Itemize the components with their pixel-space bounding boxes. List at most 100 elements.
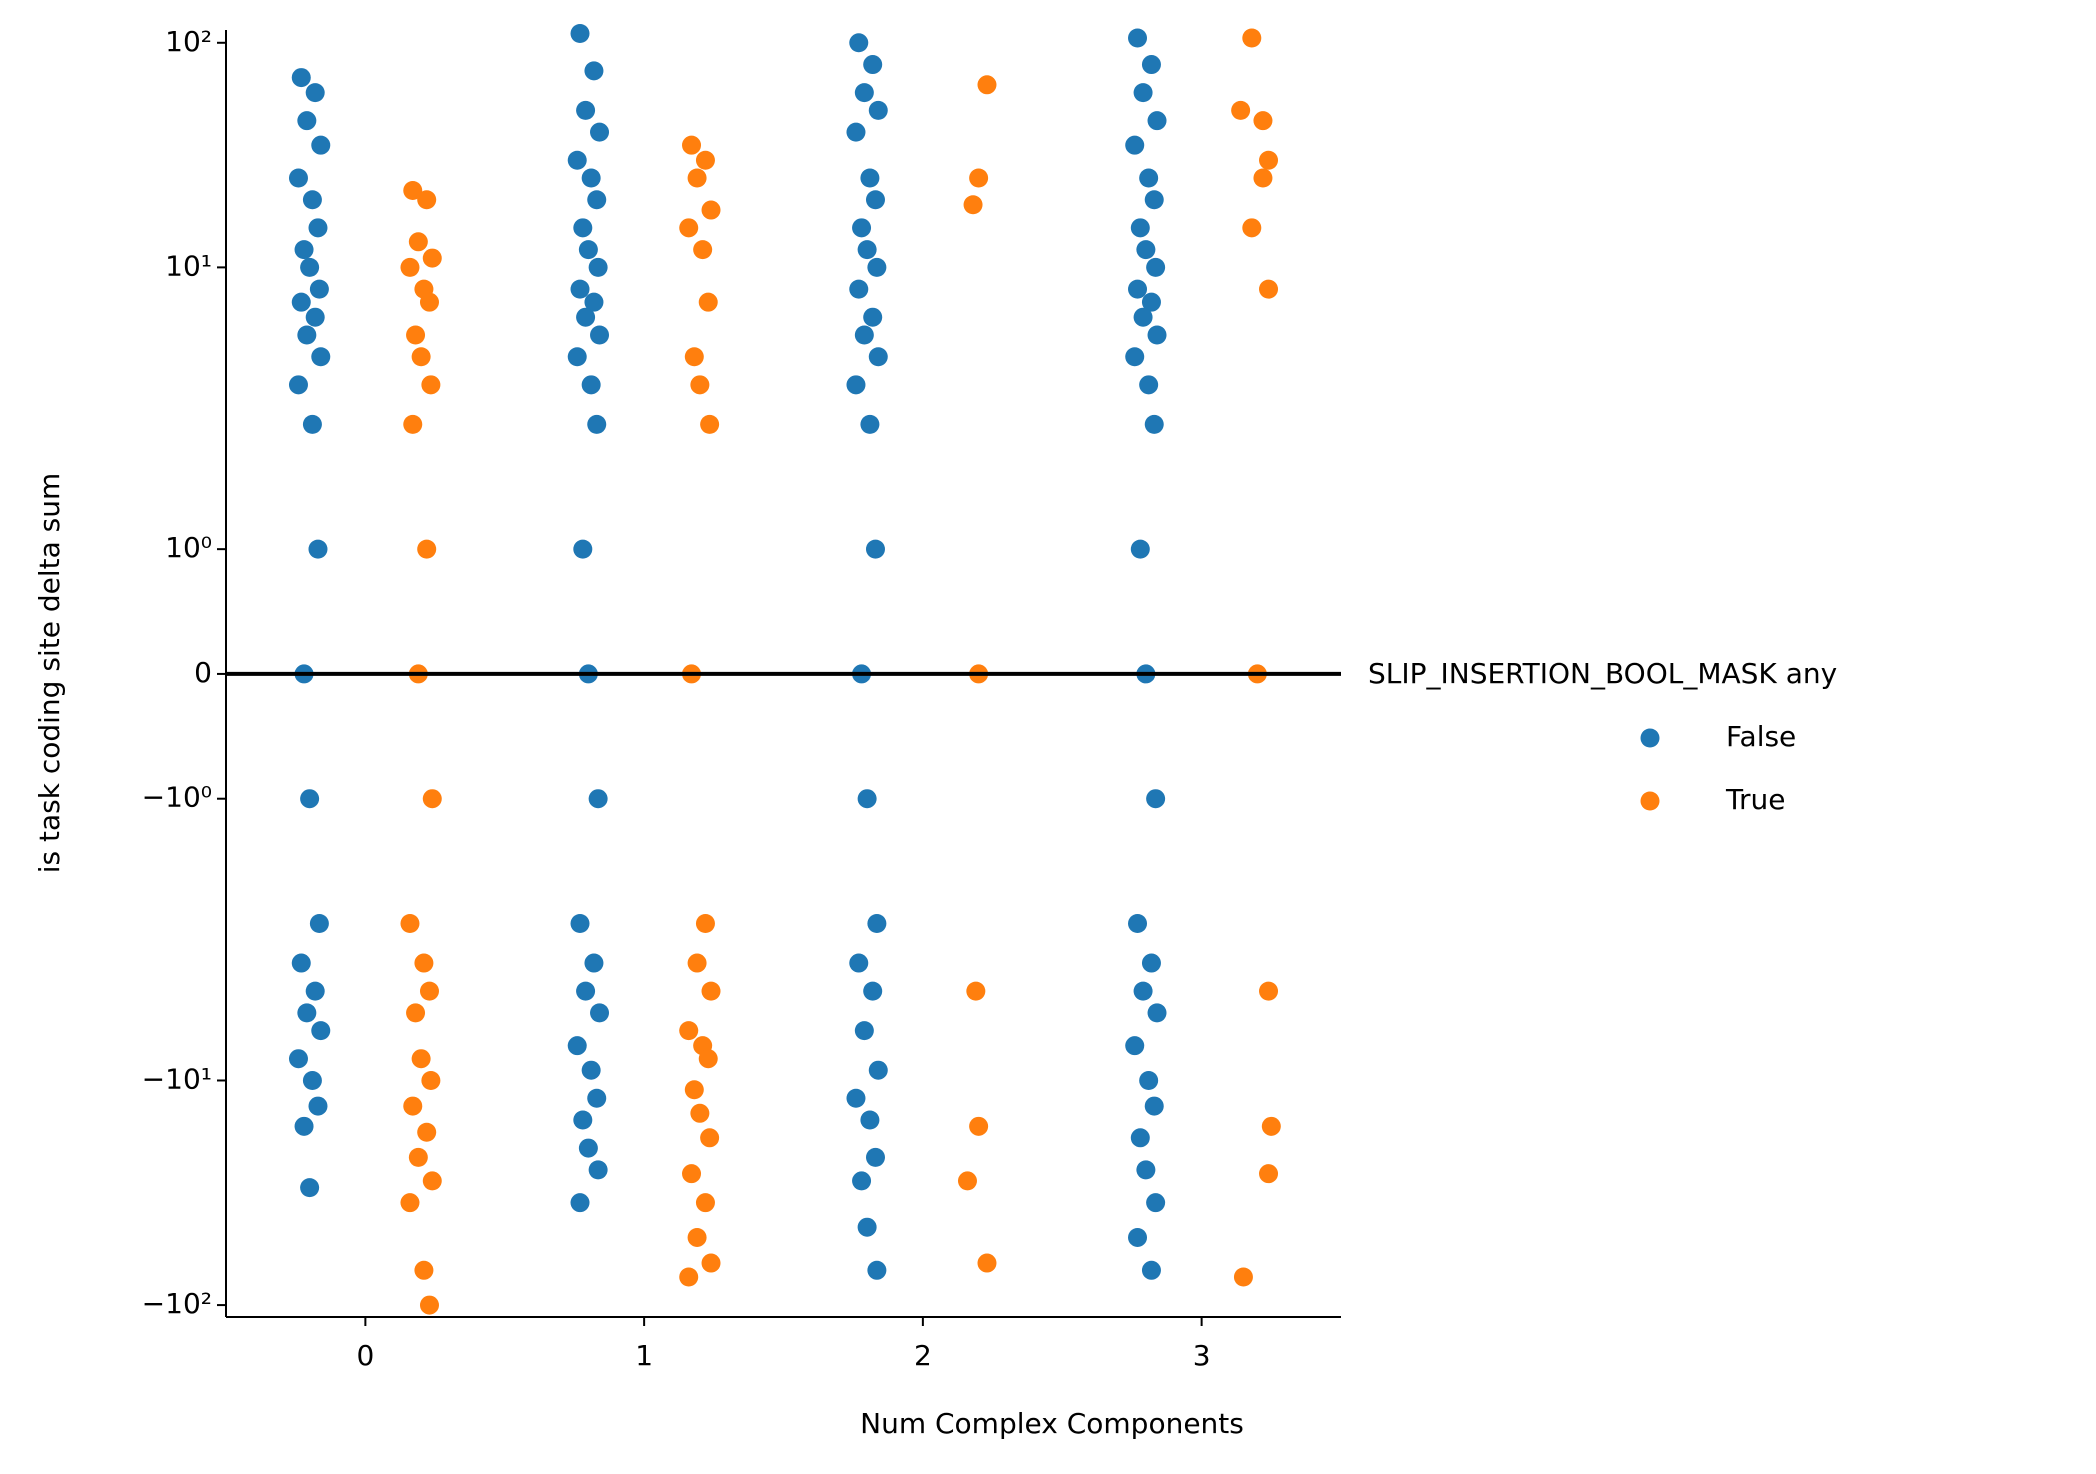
- point: [573, 539, 593, 559]
- point: [963, 195, 983, 215]
- point: [695, 1193, 715, 1213]
- point: [588, 257, 608, 277]
- point: [860, 414, 880, 434]
- point: [1146, 1193, 1166, 1213]
- point: [687, 168, 707, 188]
- y-tick-label: 10¹: [165, 249, 212, 282]
- point: [1133, 981, 1153, 1001]
- y-tick-label: 0: [194, 656, 212, 689]
- point: [679, 218, 699, 238]
- point: [573, 1110, 593, 1130]
- point: [1259, 1164, 1279, 1184]
- point: [587, 190, 607, 210]
- point: [291, 68, 311, 88]
- legend-title: SLIP_INSERTION_BOOL_MASK any: [1368, 657, 1837, 690]
- point: [422, 789, 442, 809]
- point: [854, 83, 874, 103]
- point: [308, 1096, 328, 1116]
- point: [701, 1253, 721, 1273]
- point: [584, 953, 604, 973]
- point: [1242, 218, 1262, 238]
- point: [1253, 111, 1273, 131]
- point: [693, 240, 713, 260]
- x-tick-label: 2: [914, 1339, 932, 1372]
- point: [400, 913, 420, 933]
- point: [406, 325, 426, 345]
- point: [400, 257, 420, 277]
- point: [1130, 1128, 1150, 1148]
- y-tick-label: 10²: [165, 25, 212, 58]
- point: [570, 279, 590, 299]
- point: [411, 1049, 431, 1069]
- point: [408, 1147, 428, 1167]
- point: [969, 168, 989, 188]
- point: [1144, 1096, 1164, 1116]
- point: [1233, 1267, 1253, 1287]
- point: [854, 325, 874, 345]
- point: [867, 913, 887, 933]
- point: [297, 325, 317, 345]
- legend-label: True: [1725, 783, 1785, 816]
- point: [1128, 1227, 1148, 1247]
- point: [682, 135, 702, 155]
- point: [695, 150, 715, 170]
- x-tick-label: 3: [1193, 1339, 1211, 1372]
- point: [698, 292, 718, 312]
- point: [846, 122, 866, 142]
- point: [966, 981, 986, 1001]
- point: [573, 218, 593, 238]
- point: [1141, 953, 1161, 973]
- point: [1147, 1003, 1167, 1023]
- y-axis-label: is task coding site delta sum: [33, 473, 66, 874]
- point: [422, 1171, 442, 1191]
- point: [300, 1178, 320, 1198]
- point: [422, 248, 442, 268]
- point: [852, 1171, 872, 1191]
- point: [1144, 414, 1164, 434]
- point: [578, 1138, 598, 1158]
- point: [311, 135, 331, 155]
- point: [969, 1116, 989, 1136]
- point: [581, 1060, 601, 1080]
- point: [578, 240, 598, 260]
- point: [679, 1267, 699, 1287]
- point: [419, 292, 439, 312]
- point: [687, 953, 707, 973]
- point: [576, 307, 596, 327]
- point: [294, 240, 314, 260]
- point: [302, 1070, 322, 1090]
- y-tick-label: 10⁰: [165, 531, 212, 564]
- point: [570, 1193, 590, 1213]
- point: [1130, 539, 1150, 559]
- point: [1253, 168, 1273, 188]
- y-tick-label: −10⁰: [142, 781, 212, 814]
- point: [1136, 1160, 1156, 1180]
- point: [1125, 1036, 1145, 1056]
- point: [417, 1122, 437, 1142]
- legend-label: False: [1726, 720, 1796, 753]
- point: [417, 539, 437, 559]
- point: [288, 375, 308, 395]
- point: [863, 55, 883, 75]
- point: [288, 1049, 308, 1069]
- point: [1128, 913, 1148, 933]
- point: [701, 981, 721, 1001]
- x-tick-label: 0: [356, 1339, 374, 1372]
- point: [403, 1096, 423, 1116]
- point: [567, 1036, 587, 1056]
- point: [977, 75, 997, 95]
- point: [309, 279, 329, 299]
- x-axis-label: Num Complex Components: [860, 1407, 1244, 1440]
- point: [311, 347, 331, 367]
- point: [1139, 1070, 1159, 1090]
- y-tick-label: −10²: [142, 1287, 212, 1320]
- point: [311, 1021, 331, 1041]
- point: [682, 1164, 702, 1184]
- point: [590, 122, 610, 142]
- point: [570, 913, 590, 933]
- point: [1231, 100, 1251, 120]
- point: [700, 1128, 720, 1148]
- point: [294, 1116, 314, 1136]
- point: [421, 1070, 441, 1090]
